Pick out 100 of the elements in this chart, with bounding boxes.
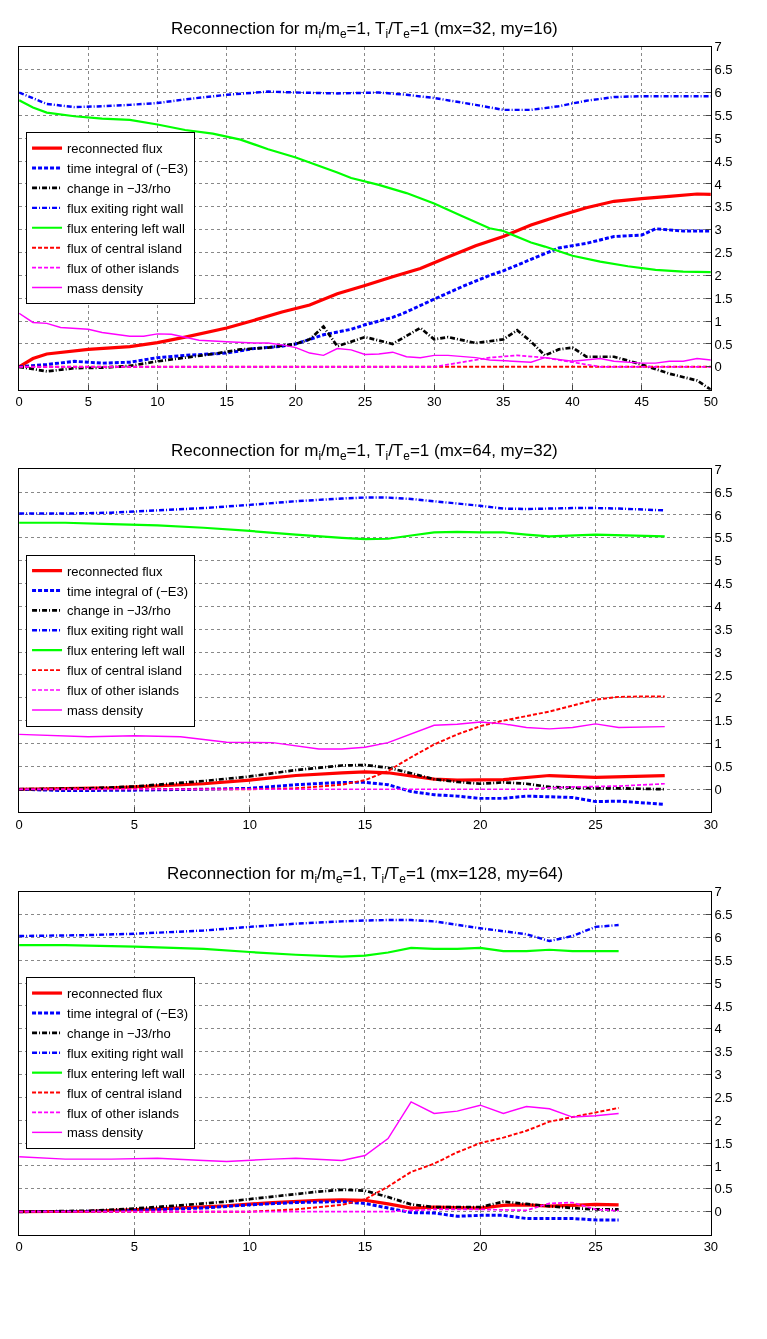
legend-label: reconnected flux — [67, 986, 163, 1002]
chart-title: Reconnection for m$_{i}$/m$_{e}$=1, T$_{i}$/T$_{e}$=1 (mx=32, my=16) — [171, 19, 558, 41]
x-tick-label: 5 — [130, 1239, 139, 1255]
y-tick-label: 3.5 — [714, 1044, 733, 1060]
legend-label: flux of central island — [67, 240, 182, 256]
y-tick-label: 1 — [714, 313, 722, 329]
y-tick-label: 4 — [714, 598, 722, 614]
legend-label: flux exiting right wall — [67, 623, 184, 639]
y-tick-label: 1.5 — [714, 713, 733, 729]
x-tick-label: 30 — [426, 394, 442, 410]
y-tick-label: 4.5 — [714, 576, 733, 592]
x-tick-label: 20 — [473, 816, 488, 832]
y-tick-label: 3.5 — [714, 199, 733, 215]
legend-label: flux exiting right wall — [67, 200, 184, 216]
y-tick-label: 4.5 — [714, 153, 733, 169]
y-tick-label: 2.5 — [714, 667, 733, 683]
chart-title: Reconnection for m$_{i}$/m$_{e}$=1, T$_{i}$/T$_{e}$=1 (mx=64, my=32) — [171, 441, 558, 463]
y-tick-label: 2 — [714, 690, 722, 706]
y-tick-label: 0 — [714, 359, 722, 375]
legend-label: reconnected flux — [67, 141, 163, 157]
legend-label: flux of central island — [67, 663, 182, 679]
x-tick-label: 40 — [565, 394, 580, 410]
legend-label: flux of central island — [67, 1085, 182, 1101]
x-tick-label: 25 — [357, 394, 373, 410]
y-tick-label: 5.5 — [714, 952, 733, 968]
line-series — [19, 312, 711, 364]
x-tick-label: 25 — [588, 816, 603, 832]
x-tick-label: 25 — [588, 1239, 603, 1255]
y-tick-label: 3 — [714, 1067, 722, 1083]
legend-label: mass density — [67, 702, 144, 718]
x-tick-label: 0 — [15, 394, 23, 410]
legend-label: time integral of (−E3) — [67, 583, 189, 599]
legend-label: flux entering left wall — [67, 1065, 185, 1081]
y-tick-label: 5.5 — [714, 107, 733, 123]
y-tick-label: 5 — [714, 553, 722, 569]
legend-label: flux entering left wall — [67, 643, 185, 659]
legend-label: flux exiting right wall — [67, 1045, 184, 1061]
x-tick-label: 15 — [357, 816, 373, 832]
x-tick-label: 30 — [703, 1239, 719, 1255]
y-tick-label: 3 — [714, 222, 722, 238]
legend-label: flux of other islands — [67, 1105, 180, 1121]
x-tick-label: 35 — [496, 394, 511, 410]
y-tick-label: 6 — [714, 507, 722, 523]
x-tick-label: 20 — [473, 1239, 488, 1255]
y-tick-label: 7 — [714, 461, 722, 477]
x-tick-label: 15 — [219, 394, 234, 410]
y-tick-label: 0.5 — [714, 1181, 733, 1197]
y-tick-label: 0.5 — [714, 336, 733, 352]
y-tick-label: 6.5 — [714, 484, 733, 500]
y-tick-label: 6 — [714, 85, 722, 101]
line-series — [19, 944, 620, 958]
legend-label: time integral of (−E3) — [67, 1006, 189, 1022]
line-series — [19, 1101, 620, 1163]
legend-label: flux of other islands — [67, 683, 180, 699]
legend-label: flux of other islands — [67, 260, 180, 276]
y-tick-label: 0 — [714, 781, 722, 797]
y-tick-label: 1 — [714, 1158, 722, 1174]
x-tick-label: 45 — [634, 394, 649, 410]
x-tick-label: 30 — [703, 816, 719, 832]
y-tick-label: 3 — [714, 644, 722, 660]
line-series — [19, 90, 711, 112]
chart-title: Reconnection for m$_{i}$/m$_{e}$=1, T$_{i}$/T$_{e}$=1 (mx=128, my=64) — [167, 864, 564, 886]
y-tick-label: 1 — [714, 736, 722, 752]
x-tick-label: 15 — [357, 1239, 373, 1255]
y-tick-label: 2.5 — [714, 1089, 733, 1105]
y-tick-label: 5.5 — [714, 530, 733, 546]
y-tick-label: 7 — [714, 884, 722, 900]
line-series — [19, 496, 666, 515]
x-tick-label: 5 — [130, 816, 139, 832]
line-series — [19, 99, 711, 274]
y-tick-label: 5 — [714, 975, 722, 991]
x-tick-label: 50 — [703, 394, 719, 410]
x-tick-label: 20 — [288, 394, 304, 410]
legend-label: flux entering left wall — [67, 220, 185, 236]
legend-label: mass density — [67, 1125, 144, 1141]
y-tick-label: 6.5 — [714, 62, 733, 78]
y-tick-label: 3.5 — [714, 621, 733, 637]
y-tick-label: 0 — [714, 1204, 722, 1220]
y-tick-label: 2.5 — [714, 245, 733, 261]
y-tick-label: 6 — [714, 929, 722, 945]
legend-label: time integral of (−E3) — [67, 161, 189, 177]
line-series — [19, 521, 666, 541]
y-tick-label: 0.5 — [714, 758, 733, 774]
y-tick-label: 4 — [714, 176, 722, 192]
x-tick-label: 0 — [15, 1239, 23, 1255]
x-tick-label: 10 — [150, 394, 165, 410]
y-tick-label: 7 — [714, 39, 722, 55]
y-tick-label: 2 — [714, 267, 722, 283]
y-tick-label: 6.5 — [714, 907, 733, 923]
legend-label: change in −J3/rho — [67, 603, 171, 619]
line-series — [19, 721, 666, 750]
y-tick-label: 1.5 — [714, 290, 733, 306]
x-tick-label: 10 — [242, 816, 257, 832]
legend-label: reconnected flux — [67, 563, 163, 579]
legend-label: change in −J3/rho — [67, 181, 171, 197]
y-tick-label: 5 — [714, 130, 722, 146]
legend-label: change in −J3/rho — [67, 1025, 171, 1041]
y-tick-label: 4.5 — [714, 998, 733, 1014]
legend-label: mass density — [67, 280, 144, 296]
y-tick-label: 1.5 — [714, 1135, 733, 1151]
